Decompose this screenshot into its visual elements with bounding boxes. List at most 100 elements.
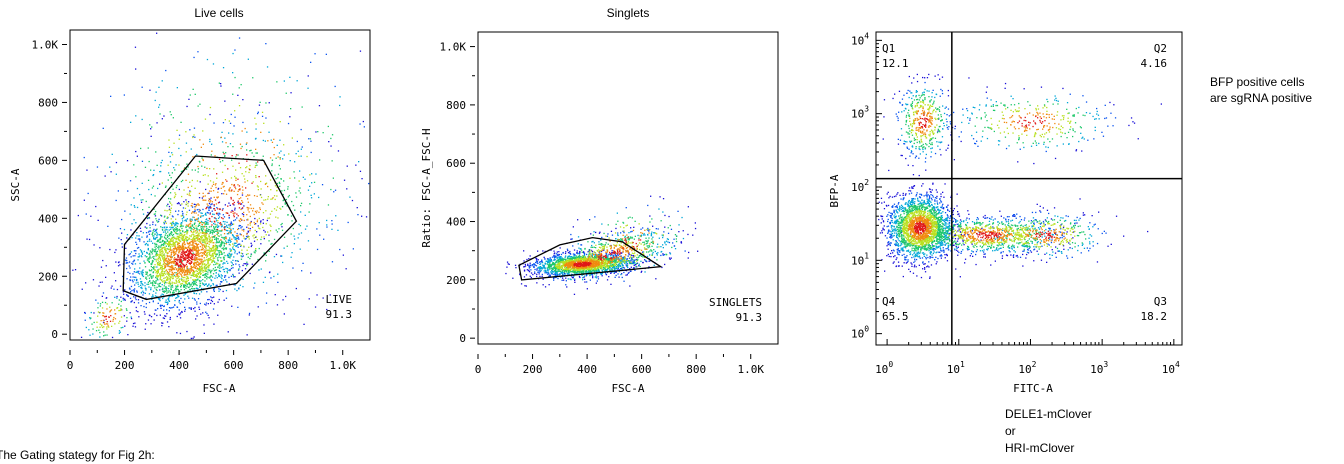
data-point — [197, 268, 199, 270]
data-point — [139, 267, 141, 269]
data-point — [182, 212, 184, 215]
data-point — [171, 281, 173, 283]
data-point — [131, 300, 133, 302]
data-point — [241, 249, 243, 251]
data-point — [580, 256, 582, 258]
data-point — [187, 253, 189, 255]
data-point — [189, 256, 191, 259]
data-point — [675, 240, 678, 243]
data-point — [647, 227, 649, 230]
data-point — [175, 251, 177, 253]
data-point — [197, 248, 199, 250]
data-point — [617, 234, 619, 237]
data-point — [542, 284, 544, 286]
data-point — [199, 282, 201, 285]
data-point — [134, 322, 136, 324]
data-point — [167, 279, 169, 281]
data-point — [184, 246, 187, 249]
data-point — [86, 169, 88, 171]
data-point — [195, 246, 197, 248]
data-point — [238, 225, 240, 227]
data-point — [221, 253, 224, 255]
data-point — [241, 229, 243, 231]
data-point — [231, 209, 233, 212]
data-point — [166, 275, 168, 278]
data-point — [174, 243, 176, 245]
data-point — [180, 255, 182, 258]
data-point — [185, 226, 187, 229]
data-point — [162, 257, 164, 259]
data-point — [199, 224, 201, 226]
data-point — [647, 234, 649, 236]
data-point — [206, 255, 209, 257]
data-point — [215, 203, 218, 205]
data-point — [215, 263, 217, 265]
data-point — [84, 319, 86, 321]
data-point — [268, 250, 270, 252]
data-point — [187, 279, 189, 281]
data-point — [168, 262, 171, 264]
data-point — [589, 274, 591, 276]
data-point — [255, 248, 257, 250]
data-point — [165, 258, 167, 260]
data-point — [208, 207, 211, 209]
data-point — [130, 285, 133, 288]
data-point — [538, 268, 541, 270]
data-point — [183, 258, 185, 261]
data-point — [161, 268, 163, 270]
data-point — [281, 206, 284, 208]
data-point — [573, 278, 575, 280]
data-point — [162, 287, 164, 289]
data-point — [203, 253, 206, 255]
data-point — [198, 306, 200, 308]
data-point — [175, 253, 177, 255]
data-point — [357, 214, 359, 216]
data-point — [596, 273, 598, 275]
data-point — [213, 230, 215, 232]
data-point — [154, 281, 156, 283]
data-point — [210, 197, 212, 199]
data-point — [208, 234, 210, 236]
data-point — [224, 155, 226, 158]
data-point — [322, 297, 324, 299]
data-point — [197, 203, 199, 205]
data-point — [190, 225, 192, 227]
data-point — [560, 256, 562, 258]
data-point — [172, 291, 174, 294]
data-point — [307, 189, 310, 191]
data-point — [141, 236, 143, 238]
data-point — [204, 236, 206, 238]
data-point — [227, 205, 229, 207]
data-point — [270, 198, 272, 200]
data-point — [254, 223, 256, 225]
data-point — [161, 182, 163, 184]
data-point — [150, 240, 152, 242]
data-point — [177, 285, 179, 287]
data-point — [183, 252, 185, 254]
data-point — [194, 248, 197, 250]
data-point — [195, 284, 197, 286]
data-point — [141, 270, 143, 272]
data-point — [290, 92, 292, 94]
data-point — [567, 278, 569, 280]
data-point — [164, 243, 166, 245]
data-point — [222, 218, 224, 220]
data-point — [618, 263, 620, 266]
data-point — [361, 215, 363, 217]
data-point — [316, 248, 319, 251]
data-point — [127, 271, 129, 273]
data-point — [205, 304, 207, 306]
data-point — [204, 229, 206, 231]
data-point — [235, 238, 238, 240]
data-point — [213, 222, 215, 225]
data-point — [268, 131, 270, 133]
data-point — [222, 122, 225, 124]
data-point — [218, 254, 220, 256]
data-point — [549, 268, 551, 270]
data-point — [179, 278, 181, 280]
data-point — [587, 271, 590, 273]
data-point — [166, 287, 168, 289]
data-point — [247, 263, 249, 265]
data-point — [216, 177, 218, 179]
data-point — [197, 234, 199, 236]
